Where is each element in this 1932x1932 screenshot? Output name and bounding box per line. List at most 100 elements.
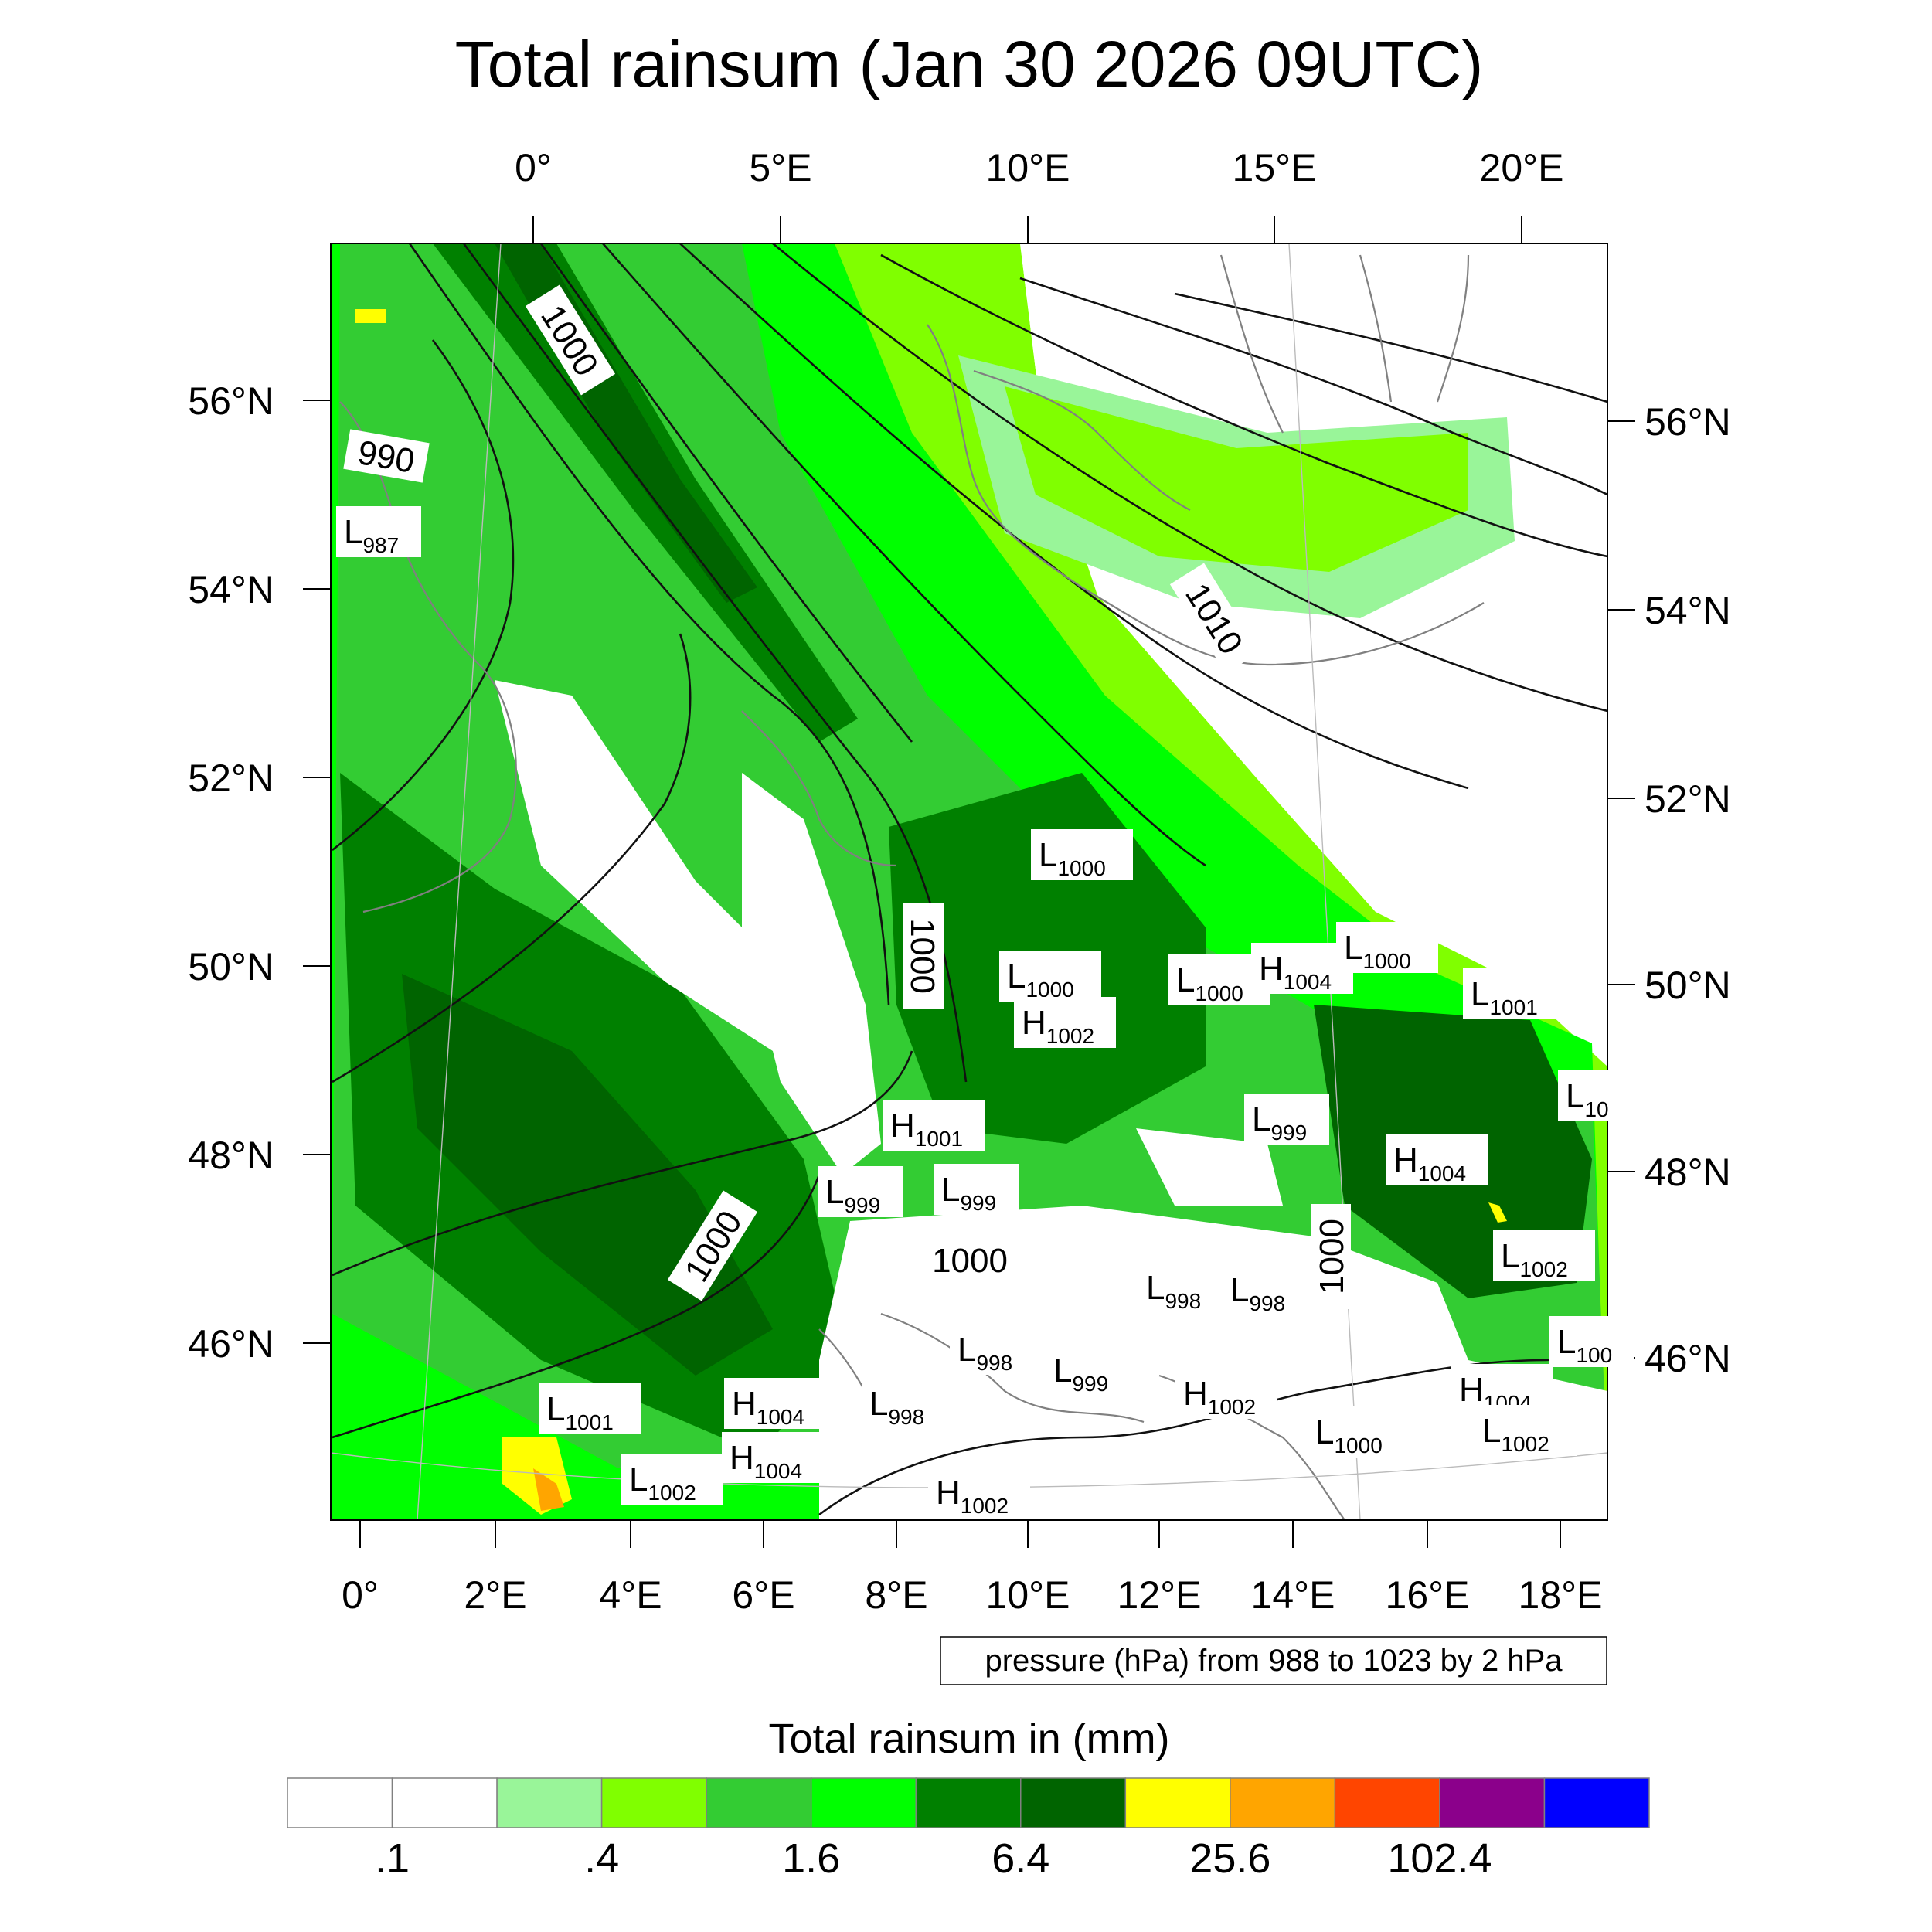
pressure-center-value: 998 xyxy=(888,1405,924,1429)
pressure-center-low: L1001 xyxy=(1463,968,1565,1019)
legend-swatch xyxy=(1124,1777,1231,1828)
left-lat-label: 54°N xyxy=(188,568,274,611)
legend-tick-label: 1.6 xyxy=(782,1835,840,1882)
pressure-center-low: L998 xyxy=(1138,1262,1223,1313)
map-frame xyxy=(330,243,1608,1521)
rain-baltic-2 xyxy=(1005,386,1468,572)
isobar-label: 1000 xyxy=(903,903,944,1009)
pressure-center-value: 1004 xyxy=(1284,970,1332,994)
pressure-center-low: L999 xyxy=(818,1166,903,1217)
pressure-center-value: 10 xyxy=(1584,1097,1608,1121)
isobars xyxy=(332,243,1607,1516)
bottom-lon-label: 4°E xyxy=(599,1573,662,1617)
top-lon-label: 20°E xyxy=(1480,146,1564,189)
legend-swatch xyxy=(1230,1777,1336,1828)
pressure-center-value: 1001 xyxy=(1489,995,1537,1019)
pressure-center-value: 1004 xyxy=(754,1459,802,1483)
top-lon-label: 10°E xyxy=(986,146,1070,189)
left-lat-label: 50°N xyxy=(188,945,274,988)
pressure-center-value: 1002 xyxy=(1519,1257,1567,1281)
bottom-lon-label: 16°E xyxy=(1386,1573,1470,1617)
left-lat-label: 48°N xyxy=(188,1134,274,1177)
isobar-label: 1000 xyxy=(1311,1204,1351,1309)
svg-text:1000: 1000 xyxy=(932,1242,1008,1280)
bottom-lon-label: 0° xyxy=(342,1573,379,1617)
pressure-center-value: 1002 xyxy=(1046,1024,1094,1048)
legend-swatch xyxy=(1543,1777,1650,1828)
isobar-label: 990 xyxy=(343,429,430,483)
pressure-center-value: 1000 xyxy=(1334,1434,1382,1458)
pressure-center-low: L1001 xyxy=(539,1383,641,1434)
legend-title: Total rainsum in (mm) xyxy=(768,1716,1169,1762)
pressure-center-value: 987 xyxy=(362,533,399,557)
pressure-center-low: L1000 xyxy=(1308,1406,1410,1458)
pressure-center-low: L10 xyxy=(1558,1070,1626,1121)
pressure-centers: L987L1000L1000H1002L1000H1004L1000L1001L… xyxy=(336,506,1634,1518)
legend-swatch xyxy=(1439,1777,1546,1828)
heavy-rain-mediterranean-core xyxy=(533,1468,564,1511)
pressure-note: pressure (hPa) from 988 to 1023 by 2 hPa xyxy=(985,1644,1563,1678)
right-lat-label: 56°N xyxy=(1645,400,1731,444)
pressure-center-high: H1002 xyxy=(928,1467,1030,1518)
bottom-lon-label: 18°E xyxy=(1519,1573,1603,1617)
legend-tick-label: .4 xyxy=(584,1835,619,1882)
pressure-center-value: 1002 xyxy=(1501,1432,1549,1456)
pressure-center-value: 100 xyxy=(1576,1343,1612,1367)
top-lon-label: 15°E xyxy=(1233,146,1317,189)
legend-tick-label: 102.4 xyxy=(1387,1835,1492,1882)
rain-streak-north xyxy=(433,243,858,742)
pressure-center-value: 1002 xyxy=(961,1494,1009,1518)
pressure-center-value: 1002 xyxy=(648,1481,696,1505)
pressure-center-low: L1000 xyxy=(1031,829,1133,880)
left-lat-label: 52°N xyxy=(188,757,274,800)
pressure-center-low: L100 xyxy=(1549,1316,1634,1367)
pressure-center-high: H1002 xyxy=(1175,1368,1277,1419)
dry-zone-benelux xyxy=(495,680,811,1051)
bottom-lon-label: 2°E xyxy=(464,1573,526,1617)
pressure-center-value: 998 xyxy=(976,1351,1012,1375)
pressure-note-box xyxy=(940,1636,1607,1685)
pressure-center-value: 1004 xyxy=(1418,1162,1466,1185)
pressure-center-value: 1004 xyxy=(757,1405,804,1429)
legend-labels: .1 .4 1.6 6.4 25.6 102.4 xyxy=(375,1835,1492,1882)
legend-colorbar xyxy=(287,1777,1650,1828)
pressure-center-low: L1000 xyxy=(1336,922,1438,973)
pressure-center-value: 1001 xyxy=(915,1127,963,1151)
bottom-lon-label: 12°E xyxy=(1117,1573,1202,1617)
pressure-center-letter: L998 xyxy=(957,1331,1012,1375)
pressure-center-value: 998 xyxy=(1165,1289,1201,1313)
pressure-center-value: 1002 xyxy=(1208,1395,1256,1419)
pressure-center-low: L1000 xyxy=(999,951,1101,1002)
bottom-lon-label: 6°E xyxy=(732,1573,794,1617)
pressure-center-high: H1004 xyxy=(1386,1134,1488,1185)
legend-tick-label: 25.6 xyxy=(1189,1835,1270,1882)
right-lat-label: 50°N xyxy=(1645,964,1731,1007)
bottom-lon-label: 10°E xyxy=(986,1573,1070,1617)
pressure-center-low: L1002 xyxy=(1475,1405,1577,1456)
legend-tick-label: .1 xyxy=(375,1835,410,1882)
figure-title: Total rainsum (Jan 30 2026 09UTC) xyxy=(455,28,1484,100)
pressure-center-value: 1000 xyxy=(1195,981,1243,1005)
legend-swatch xyxy=(496,1777,603,1828)
left-lat-label: 46°N xyxy=(188,1322,274,1366)
right-lat-label: 48°N xyxy=(1645,1151,1731,1194)
pressure-center-high: H1001 xyxy=(883,1100,985,1151)
pressure-center-value: 999 xyxy=(960,1191,996,1215)
top-lon-label: 5°E xyxy=(749,146,811,189)
legend-swatch xyxy=(287,1777,393,1828)
heavy-rain-north xyxy=(355,309,386,323)
pressure-center-low: L999 xyxy=(934,1164,1019,1215)
pressure-center-value: 999 xyxy=(1072,1372,1108,1396)
top-lon-label: 0° xyxy=(515,146,552,189)
pressure-center-letter: H1002 xyxy=(1183,1375,1256,1419)
pressure-center-letter: L10 xyxy=(1566,1077,1609,1121)
heavy-rain-east xyxy=(1488,1202,1507,1223)
pressure-center-high: H1004 xyxy=(722,1432,824,1483)
pressure-center-high: H1004 xyxy=(724,1378,826,1429)
legend-swatch xyxy=(915,1777,1022,1828)
isobar-label: 1000 xyxy=(917,1240,1022,1280)
dry-zone-germany-south xyxy=(1136,1128,1283,1206)
legend-swatch xyxy=(1334,1777,1440,1828)
dry-zone-rhine xyxy=(742,773,881,1175)
